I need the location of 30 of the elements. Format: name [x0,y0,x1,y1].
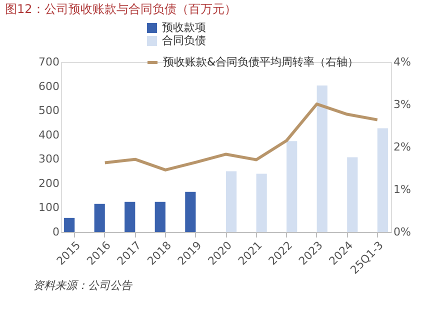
legend-label: 合同负债 [162,34,206,47]
y2-tick-label: 4% [394,56,411,68]
legend-label: 预收款项 [162,21,206,34]
y2-tick-label: 0% [394,226,411,238]
y-tick-label: 100 [38,201,60,214]
bar [316,86,328,232]
chart-title: 图12：公司预收账款与合同负债（百万元） [5,2,236,16]
bar [185,192,196,232]
y-tick-label: 500 [38,104,60,118]
y-tick-label: 600 [38,80,60,93]
bar [124,202,136,232]
bar [94,204,105,232]
y-tick-label: 700 [38,56,60,68]
line-series [103,102,379,172]
text: 资料来源：公司公告 [33,279,133,292]
bar [347,157,358,232]
y2-tick-label: 2% [394,140,411,154]
y-tick-label: 0 [52,226,60,238]
bar [286,141,298,232]
y-tick-label: 200 [38,176,60,190]
bar [256,174,267,232]
legend-label: 预收账款&合同负债平均周转率（右轴） [163,56,359,68]
bar [154,202,166,232]
y-tick-label: 400 [38,128,60,142]
y2-tick-label: 3% [394,98,411,111]
bar [226,171,237,232]
y2-tick-label: 1% [394,183,411,196]
bar [64,218,75,232]
y-tick-label: 300 [38,152,60,166]
bar [377,128,388,232]
